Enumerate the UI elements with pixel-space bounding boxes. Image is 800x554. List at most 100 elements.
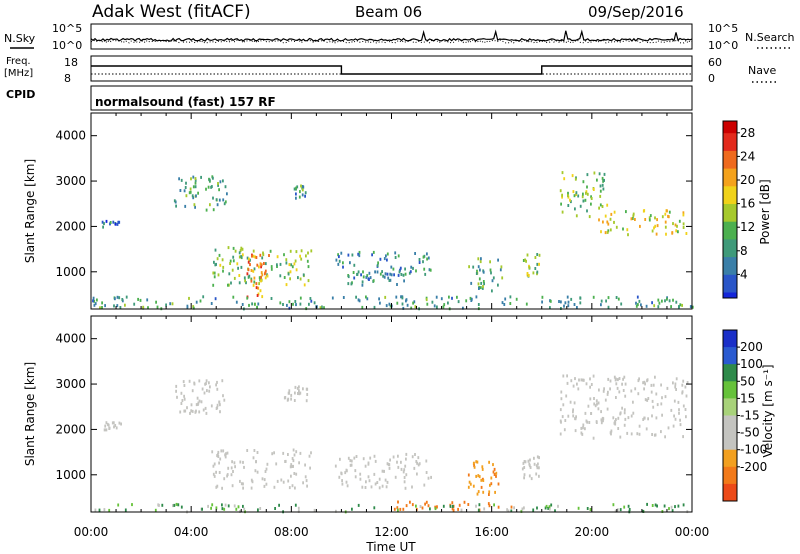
rti-cell	[592, 188, 595, 191]
rti-cell	[289, 277, 291, 281]
rti-cell	[303, 283, 306, 287]
rti-cell	[685, 415, 687, 419]
rti-cell	[404, 486, 407, 490]
rti-cell	[302, 387, 304, 391]
rti-cell	[296, 185, 299, 189]
rti-cell	[582, 199, 585, 203]
rti-cell	[370, 485, 373, 489]
rti-cell	[492, 463, 494, 467]
rti-cell	[536, 272, 538, 276]
rti-cell	[304, 475, 307, 479]
rti-cell	[338, 255, 340, 259]
rti-cell	[232, 255, 235, 259]
rti-cell	[354, 475, 357, 479]
rti-cell	[298, 461, 300, 465]
rti-cell	[201, 387, 204, 391]
rti-cell	[614, 509, 617, 513]
rti-cell	[592, 295, 595, 299]
rti-cell	[463, 500, 466, 504]
rti-cell	[287, 479, 290, 483]
rti-cell	[538, 456, 540, 460]
rti-cell	[362, 275, 365, 279]
rti-cell	[480, 485, 483, 489]
rti-cell	[215, 506, 218, 510]
rti-cell	[584, 198, 587, 202]
rti-cell	[179, 189, 182, 192]
rti-cell	[173, 199, 176, 203]
colorbar-swatch	[723, 233, 737, 240]
rti-cell	[368, 271, 371, 275]
rti-cell	[321, 305, 323, 309]
rti-cell	[682, 503, 685, 507]
rti-cell	[418, 462, 421, 466]
rti-cell	[431, 300, 434, 304]
rti-cell	[501, 301, 504, 305]
rti-cell	[654, 216, 656, 220]
rti-cell	[337, 262, 340, 266]
rti-cell	[582, 192, 584, 196]
rti-cell	[222, 179, 224, 183]
rti-cell	[477, 282, 480, 286]
rti-cell	[242, 460, 244, 464]
rti-cell	[649, 214, 652, 218]
rti-cell	[217, 273, 220, 277]
rti-cell	[404, 272, 407, 276]
rti-cell	[358, 254, 361, 258]
rti-cell	[356, 273, 358, 276]
power-rti-data	[92, 171, 694, 311]
rti-cell	[637, 303, 639, 307]
rti-cell	[580, 426, 583, 430]
rti-cell	[295, 450, 298, 454]
rti-cell	[118, 296, 121, 300]
rti-cell	[470, 297, 473, 301]
rti-cell	[632, 411, 635, 415]
rti-cell	[586, 507, 589, 510]
rti-cell	[578, 378, 580, 382]
rti-cell	[368, 479, 371, 483]
rti-cell	[217, 450, 220, 454]
rti-cell	[558, 300, 560, 303]
rti-cell	[215, 470, 217, 474]
rti-cell	[567, 304, 570, 308]
rti-cell	[188, 379, 191, 383]
rti-cell	[255, 256, 258, 259]
rti-cell	[674, 505, 676, 509]
rti-cell	[177, 503, 180, 507]
rti-cell	[213, 260, 215, 264]
rti-cell	[228, 272, 231, 276]
rti-cell	[456, 295, 458, 299]
rti-cell	[414, 305, 417, 309]
nsky-tick-top: 10^5	[52, 22, 82, 35]
rti-cell	[504, 297, 507, 301]
rti-cell	[361, 283, 364, 287]
rti-cell	[244, 279, 246, 283]
rti-cell	[264, 272, 266, 276]
rti-cell	[572, 190, 575, 194]
rti-cell	[389, 278, 392, 282]
rti-cell	[331, 296, 334, 300]
date-title: 09/Sep/2016	[588, 3, 684, 21]
rti-cell	[674, 382, 677, 386]
rti-cell	[614, 420, 617, 424]
rti-cell	[600, 410, 602, 414]
velocity-axes: 1000 2000 3000 4000	[55, 316, 693, 512]
rti-cell	[663, 504, 666, 508]
rti-cell	[479, 286, 482, 290]
rti-cell	[394, 256, 397, 259]
rti-cell	[396, 460, 398, 464]
rti-cell	[114, 297, 116, 301]
rti-cell	[477, 474, 480, 478]
rti-cell	[116, 222, 119, 226]
rti-cell	[112, 220, 115, 224]
rti-cell	[595, 420, 598, 424]
rti-cell	[561, 193, 563, 197]
rti-cell	[384, 478, 387, 482]
rti-cell	[212, 271, 215, 275]
rti-cell	[246, 256, 249, 260]
rti-cell	[664, 225, 667, 229]
rti-cell	[644, 218, 647, 221]
rti-cell	[338, 475, 341, 479]
colorbar-swatch	[723, 364, 737, 382]
rti-cell	[598, 218, 600, 222]
colorbar-swatch	[723, 347, 737, 365]
